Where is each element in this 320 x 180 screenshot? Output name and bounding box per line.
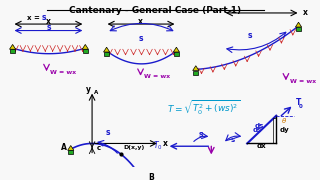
Text: c: c	[97, 145, 101, 151]
Text: A: A	[61, 143, 67, 152]
Text: dy: dy	[280, 127, 290, 133]
Bar	[193, 71, 198, 75]
Text: x =: x =	[27, 15, 43, 21]
Text: x: x	[303, 8, 308, 17]
Polygon shape	[82, 44, 88, 49]
Text: ds: ds	[252, 127, 261, 133]
Text: ds: ds	[255, 123, 264, 129]
Text: Cantenary - General Case (Part 1): Cantenary - General Case (Part 1)	[69, 6, 241, 15]
Text: s: s	[230, 137, 235, 143]
Text: $\theta$: $\theta$	[281, 116, 287, 125]
Text: 0: 0	[299, 104, 302, 109]
Bar	[296, 27, 301, 31]
Polygon shape	[173, 47, 180, 52]
Text: W = wx: W = wx	[50, 70, 76, 75]
Bar	[10, 49, 15, 53]
Text: s: s	[248, 31, 252, 40]
Polygon shape	[68, 145, 74, 150]
Text: dx: dx	[257, 143, 267, 149]
Text: W = wx: W = wx	[290, 79, 316, 84]
Text: y: y	[86, 85, 91, 94]
Bar	[104, 52, 109, 56]
Text: s: s	[46, 23, 51, 32]
Text: s: s	[138, 34, 143, 43]
Text: x: x	[138, 17, 143, 26]
Polygon shape	[140, 177, 147, 180]
Polygon shape	[103, 47, 110, 52]
Text: W = wx: W = wx	[144, 74, 171, 79]
Bar	[83, 49, 88, 53]
Polygon shape	[295, 22, 302, 27]
Text: B: B	[148, 173, 154, 180]
Text: s: s	[198, 130, 203, 139]
Text: s: s	[105, 128, 110, 137]
Polygon shape	[193, 66, 199, 71]
Text: T: T	[296, 98, 301, 107]
Text: x: x	[46, 17, 51, 26]
Polygon shape	[10, 44, 16, 49]
Text: s: s	[42, 13, 46, 22]
Bar	[174, 52, 179, 56]
Text: x: x	[163, 139, 168, 148]
Bar	[68, 150, 73, 154]
Text: A: A	[94, 90, 98, 95]
Text: D(x,y): D(x,y)	[123, 145, 144, 150]
Text: $T=\sqrt{T_0^2+(ws)^2}$: $T=\sqrt{T_0^2+(ws)^2}$	[167, 99, 240, 118]
Text: $T_0$: $T_0$	[153, 140, 163, 152]
